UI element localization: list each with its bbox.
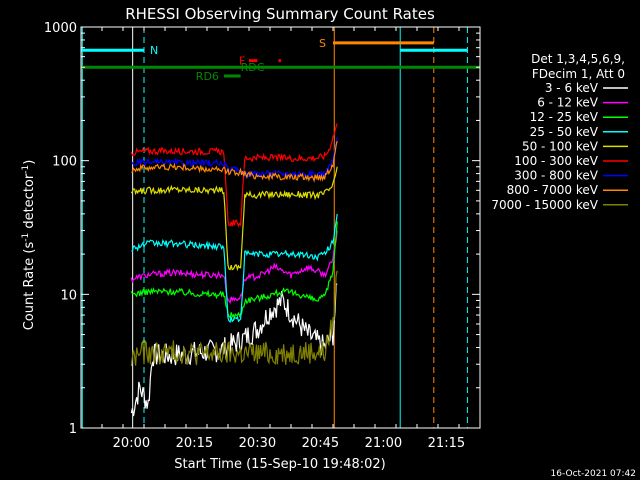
x-tick-label-4: 21:00 <box>365 436 402 451</box>
legend-label-2: 12 - 25 keV <box>530 110 599 124</box>
legend-label-8: 7000 - 15000 keV <box>491 198 598 212</box>
y-axis-label: Count Rate (s-1 detector-1) <box>21 160 37 331</box>
chart-title: RHESSI Observing Summary Count Rates <box>125 5 435 23</box>
flag-label-rd6: RD6 <box>196 70 219 83</box>
legend-label-3: 25 - 50 keV <box>530 125 599 139</box>
flag-label-f: F <box>239 55 245 68</box>
legend-header-decim: FDecim 1, Att 0 <box>532 67 625 81</box>
legend-header-detectors: Det 1,3,4,5,6,9, <box>531 52 625 66</box>
series-line-8 <box>130 270 338 366</box>
y-tick-label-1: 10 <box>60 288 77 303</box>
y-tick-label-3: 1000 <box>44 21 77 36</box>
y-axis-label-sup2: -1 <box>21 165 31 174</box>
legend-label-0: 3 - 6 keV <box>545 81 599 95</box>
series-line-3 <box>131 213 338 324</box>
legend-label-1: 6 - 12 keV <box>537 96 599 110</box>
y-axis-label-sup1: -1 <box>21 233 31 242</box>
plot-frame <box>80 26 481 429</box>
legend-label-4: 50 - 100 keV <box>522 139 599 153</box>
y-tick-label-2: 100 <box>52 155 77 170</box>
flag-label-s: S <box>319 37 326 50</box>
x-tick-label-0: 20:00 <box>113 436 150 451</box>
generation-timestamp: 16-Oct-2021 07:42 <box>551 469 636 479</box>
y-tick-label-0: 1 <box>69 422 77 437</box>
flag-label-n: N <box>150 44 158 57</box>
x-axis-label: Start Time (15-Sep-10 19:48:02) <box>174 457 385 472</box>
legend-label-5: 100 - 300 keV <box>514 154 598 168</box>
y-axis-label-end: ) <box>22 160 37 165</box>
x-tick-label-1: 20:15 <box>176 436 213 451</box>
y-axis-label-main: Count Rate (s <box>22 242 37 331</box>
x-tick-label-3: 20:45 <box>302 436 339 451</box>
y-axis-label-mid: detector <box>22 173 37 233</box>
legend-label-6: 300 - 800 keV <box>514 169 598 183</box>
x-tick-label-2: 20:30 <box>239 436 276 451</box>
legend-label-7: 800 - 7000 keV <box>507 183 599 197</box>
series-line-4 <box>130 166 338 272</box>
series-line-7 <box>131 140 338 183</box>
series-line-6 <box>130 136 338 180</box>
flag-label-rdc: RDC <box>241 61 265 74</box>
series-line-5 <box>130 123 338 228</box>
series-line-1 <box>130 230 338 305</box>
x-tick-label-5: 21:15 <box>428 436 465 451</box>
